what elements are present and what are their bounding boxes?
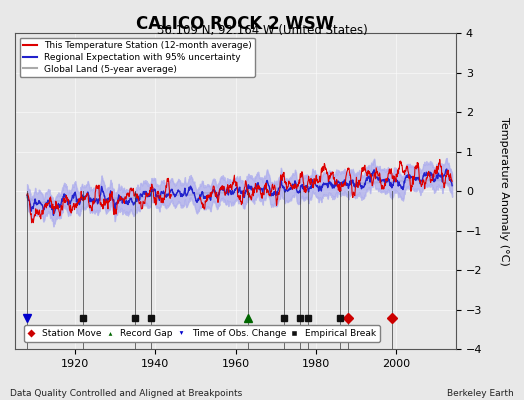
Y-axis label: Temperature Anomaly (°C): Temperature Anomaly (°C) — [499, 117, 509, 266]
Title: CALICO ROCK 2 WSW: CALICO ROCK 2 WSW — [136, 15, 335, 33]
Text: Data Quality Controlled and Aligned at Breakpoints: Data Quality Controlled and Aligned at B… — [10, 389, 243, 398]
Text: 36.109 N, 92.164 W (United States): 36.109 N, 92.164 W (United States) — [157, 24, 367, 37]
Text: Berkeley Earth: Berkeley Earth — [447, 389, 514, 398]
Legend: Station Move, Record Gap, Time of Obs. Change, Empirical Break: Station Move, Record Gap, Time of Obs. C… — [24, 325, 380, 342]
